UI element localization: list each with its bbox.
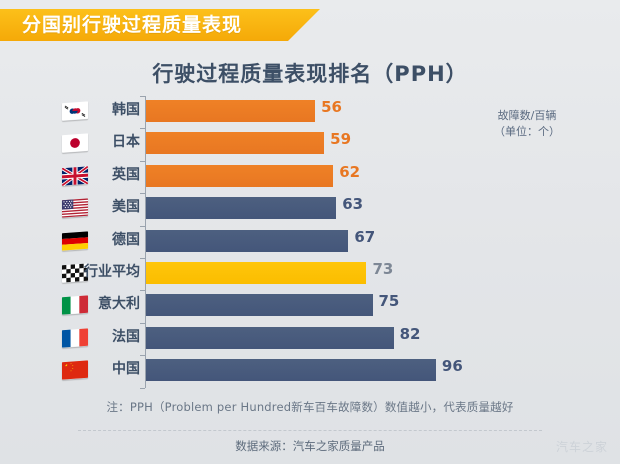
japan-flag: [62, 133, 88, 153]
bar: [146, 100, 316, 122]
axis-tick: [140, 355, 145, 357]
united-kingdom-flag: [62, 165, 88, 186]
watermark-label: 汽车之家: [555, 440, 608, 454]
bar: [146, 294, 373, 317]
source-label: 数据来源：汽车之家质量产品: [235, 439, 385, 453]
chart-row: 行业平均 73: [0, 258, 620, 291]
chart-row: 韩国 56: [0, 96, 620, 129]
bar: [146, 132, 325, 155]
category-label: 意大利: [98, 296, 140, 313]
chart-row: 德国 67: [0, 225, 620, 259]
bar-value-label: 75: [378, 292, 400, 311]
axis-tick: [140, 387, 145, 389]
chart-row: 法国 82: [0, 322, 620, 356]
checkered-flag: [62, 263, 88, 283]
category-label: 英国: [112, 166, 140, 183]
bottom-divider: [78, 430, 542, 431]
header-banner-shape: [0, 9, 320, 41]
axis-tick: [140, 258, 145, 259]
chart-row: 意大利 75: [0, 290, 620, 323]
axis-tick: [140, 322, 145, 324]
bar: [146, 326, 394, 349]
bar-value-label: 96: [441, 357, 463, 376]
chart-row: 美国 63: [0, 193, 620, 226]
chart-plot-area: 韩国 56 日本 59 英国 62 美国 63 德国 67 行业平均 73 意大利 75 法国 82 中国 96: [0, 96, 620, 392]
bar-value-label: 73: [372, 260, 394, 278]
chart-row: 中国 96: [0, 355, 620, 388]
france-flag: [62, 328, 88, 348]
china-flag: [62, 360, 88, 380]
header-banner: 分国别行驶过程质量表现: [0, 9, 320, 41]
south-korea-flag: [62, 101, 88, 121]
bar-value-label: 63: [342, 195, 364, 214]
bar-value-label: 82: [399, 324, 421, 343]
bar: [146, 359, 436, 382]
page-title: 行驶过程质量表现排名（PPH）: [152, 62, 468, 86]
bar-value-label: 62: [339, 162, 361, 181]
unit-note-line1: 故障数/百辆: [497, 109, 557, 122]
bar-value-label: 67: [354, 227, 376, 246]
category-axis-line: [145, 96, 146, 388]
bar-value-label: 56: [321, 98, 342, 116]
italy-flag: [62, 295, 88, 315]
category-label: 法国: [112, 328, 140, 345]
united-states-flag: [62, 198, 88, 218]
axis-tick: [140, 128, 145, 130]
axis-tick: [140, 290, 145, 292]
category-label: 德国: [112, 231, 140, 248]
category-label: 中国: [112, 361, 140, 378]
chart-row: 日本 59: [0, 128, 620, 161]
unit-note-line2: （单位：个）: [494, 125, 560, 138]
bar-value-label: 59: [330, 130, 352, 149]
axis-tick: [140, 225, 145, 227]
footnote: 注：PPH（Problem per Hundred新车百车故障数）数值越小，代表…: [106, 400, 514, 414]
germany-flag: [62, 231, 88, 251]
category-label: 行业平均: [84, 264, 140, 280]
category-label: 日本: [112, 134, 140, 151]
category-label: 美国: [112, 199, 140, 216]
axis-tick: [140, 96, 145, 97]
bar: [146, 262, 367, 284]
bar: [146, 197, 337, 220]
category-label: 韩国: [112, 102, 140, 118]
chart-row: 英国 62: [0, 160, 620, 194]
bar: [146, 164, 334, 187]
axis-tick: [140, 160, 145, 162]
axis-tick: [140, 193, 145, 195]
unit-note: 故障数/百辆 （单位：个）: [452, 108, 602, 140]
bar: [146, 229, 349, 252]
header-banner-label: 分国别行驶过程质量表现: [22, 14, 243, 36]
